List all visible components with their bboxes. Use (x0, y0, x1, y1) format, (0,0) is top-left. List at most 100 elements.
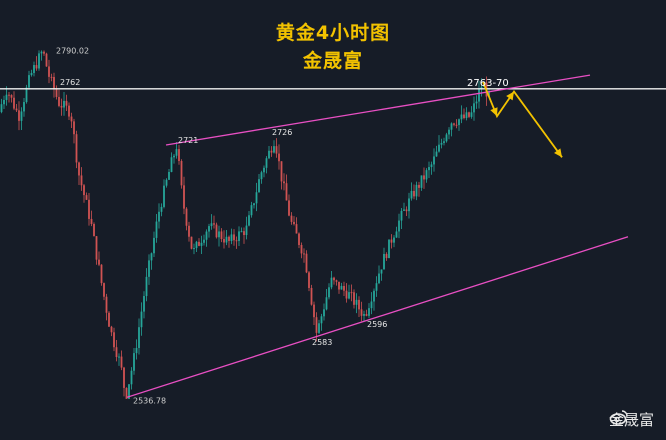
candle-body (180, 160, 183, 186)
candle-body (295, 224, 298, 234)
candle-body (350, 292, 353, 294)
candle-body (465, 112, 468, 119)
candle-body (80, 175, 83, 186)
candle-body (430, 164, 433, 168)
candle-body (88, 199, 90, 219)
candle-body (278, 153, 280, 162)
candle-body (45, 53, 48, 67)
candle-body (470, 112, 473, 117)
candle-body (105, 296, 108, 313)
candle-body (58, 96, 60, 106)
candle-body (468, 112, 470, 117)
candle-body (215, 224, 218, 238)
candle-body (195, 241, 198, 249)
candle-body (418, 184, 420, 188)
candle-body (230, 234, 233, 241)
candle-body (20, 111, 23, 121)
pivot-label-2596: 2596 (367, 320, 387, 329)
candle-body (143, 296, 145, 312)
candle-body (28, 75, 30, 88)
candle-body (158, 211, 160, 222)
candle-body (153, 237, 155, 254)
candle-body (335, 280, 338, 282)
candle-body (110, 326, 113, 333)
candle-body (93, 223, 95, 237)
pivot-label-2721: 2721 (178, 136, 198, 145)
candle-body (363, 314, 365, 316)
candle-body (255, 192, 258, 204)
candle-body (245, 225, 248, 236)
candle-body (253, 203, 255, 206)
candle-body (305, 253, 308, 273)
candle-body (25, 87, 28, 103)
candle-body (98, 259, 100, 265)
candle-body (343, 285, 345, 291)
candle-body (383, 253, 385, 270)
candle-body (150, 253, 153, 261)
candle-body (408, 198, 410, 212)
candle-body (395, 231, 398, 238)
overlay-layer: 2790.02 2762 2721 2726 2536.78 2583 2596 2763-7… (0, 46, 666, 405)
candle-body (223, 239, 225, 243)
candle-body (448, 129, 450, 135)
pivot-label-2790: 2790.02 (56, 46, 89, 55)
candle-body (473, 103, 475, 113)
candle-body (225, 236, 228, 243)
candle-body (173, 155, 175, 158)
candle-body (238, 231, 240, 241)
candle-body (48, 66, 50, 77)
candle-body (268, 150, 270, 159)
candle-body (285, 183, 288, 201)
candle-body (393, 237, 395, 243)
candle-body (288, 200, 290, 216)
candle-body (100, 264, 103, 284)
candle-body (348, 292, 350, 299)
candle-body (163, 185, 165, 207)
candle-body (5, 94, 8, 100)
candle-body (313, 304, 315, 318)
candle-body (293, 221, 295, 225)
candle-body (218, 231, 220, 238)
candle-body (155, 221, 158, 238)
candle-body (188, 225, 190, 237)
candle-body (125, 387, 128, 399)
channel-lower-line (126, 236, 629, 398)
candle-body (323, 309, 325, 317)
candle-body (250, 205, 253, 216)
pivot-label-2583: 2583 (312, 338, 332, 347)
candle-body (198, 241, 200, 246)
candle-body (310, 287, 313, 305)
candle-body (50, 76, 53, 78)
candle-body (463, 114, 465, 119)
candle-body (475, 101, 478, 104)
candle-body (18, 110, 20, 121)
candle-body (353, 292, 355, 305)
candle-body (235, 240, 238, 242)
candle-body (270, 150, 273, 153)
candle-body (378, 273, 380, 284)
candle-body (0, 104, 3, 113)
candle-body (170, 157, 173, 172)
candle-body (318, 323, 320, 333)
chart-subtitle: 金晟富 (302, 50, 363, 72)
candle-body (248, 215, 250, 226)
candle-body (280, 161, 283, 182)
candle-body (283, 181, 285, 184)
pivot-label-2536: 2536.78 (133, 396, 166, 405)
candle-body (38, 53, 40, 69)
candle-body (220, 231, 223, 240)
candle-body (385, 253, 388, 259)
candle-body (360, 309, 363, 316)
projection-path (482, 81, 563, 158)
candle-body (75, 134, 78, 163)
candle-body (320, 316, 323, 324)
candle-body (415, 184, 418, 197)
candle-body (205, 231, 208, 240)
candle-body (133, 353, 135, 371)
candle-body (373, 290, 375, 302)
candle-body (340, 285, 343, 290)
candle-body (145, 276, 148, 297)
candle-body (410, 190, 413, 199)
